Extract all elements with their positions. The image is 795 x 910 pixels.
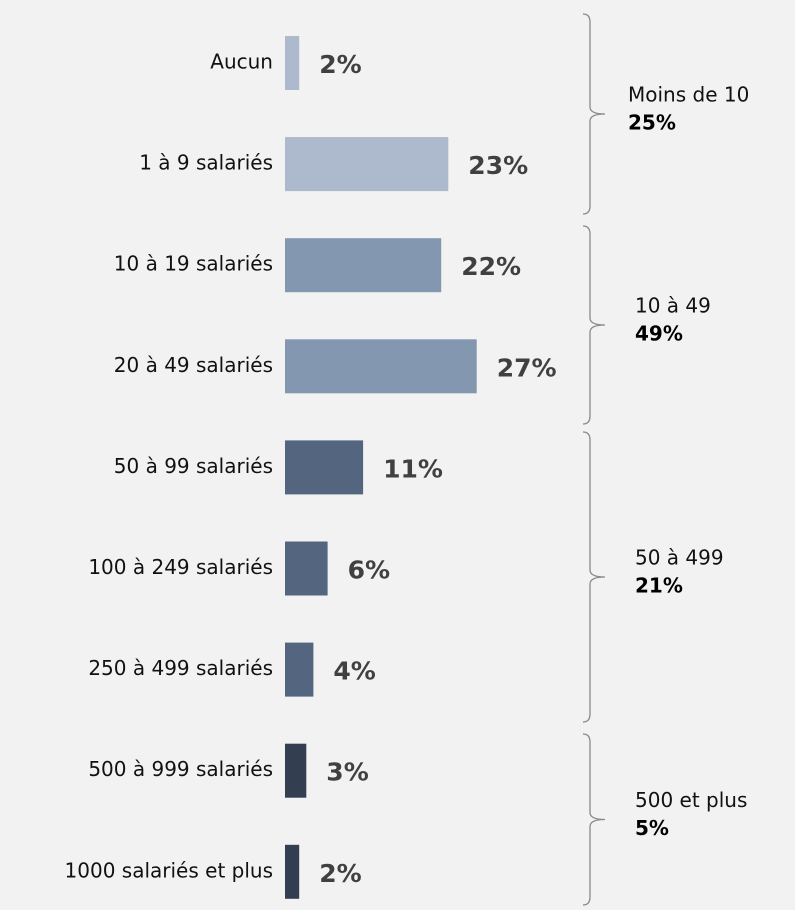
value-label: 3% bbox=[326, 758, 368, 787]
bar bbox=[285, 844, 300, 899]
group-brace bbox=[582, 13, 606, 215]
value-label: 6% bbox=[348, 556, 390, 585]
category-label: 1 à 9 salariés bbox=[139, 151, 273, 175]
category-label: 20 à 49 salariés bbox=[114, 353, 273, 377]
category-label: 250 à 499 salariés bbox=[88, 656, 273, 680]
value-label: 11% bbox=[383, 454, 443, 483]
category-label: 50 à 99 salariés bbox=[114, 454, 273, 478]
group-value: 5% bbox=[635, 816, 669, 840]
group-brace bbox=[582, 225, 606, 425]
group-brace bbox=[582, 733, 606, 906]
bar bbox=[285, 137, 449, 192]
group-value: 21% bbox=[635, 574, 683, 598]
group-name: 50 à 499 bbox=[635, 546, 724, 570]
category-label: 500 à 999 salariés bbox=[88, 757, 273, 781]
group-value: 49% bbox=[635, 322, 683, 346]
group-brace bbox=[582, 431, 606, 723]
category-label: Aucun bbox=[210, 50, 273, 74]
bar bbox=[285, 339, 477, 394]
group-name: Moins de 10 bbox=[628, 83, 749, 107]
value-label: 4% bbox=[333, 657, 375, 686]
group-value: 25% bbox=[628, 111, 676, 135]
value-label: 2% bbox=[319, 50, 361, 79]
group-name: 10 à 49 bbox=[635, 294, 711, 318]
bar bbox=[285, 743, 307, 798]
category-label: 1000 salariés et plus bbox=[65, 858, 273, 882]
group-name: 500 et plus bbox=[635, 788, 747, 812]
bar bbox=[285, 541, 328, 596]
value-label: 23% bbox=[468, 151, 528, 180]
value-label: 27% bbox=[497, 353, 557, 382]
bar bbox=[285, 36, 300, 90]
category-label: 100 à 249 salariés bbox=[88, 555, 273, 579]
value-label: 22% bbox=[461, 252, 521, 281]
bar bbox=[285, 238, 442, 293]
bar bbox=[285, 642, 314, 697]
bar bbox=[285, 440, 364, 495]
category-label: 10 à 19 salariés bbox=[114, 252, 273, 276]
value-label: 2% bbox=[319, 859, 361, 888]
